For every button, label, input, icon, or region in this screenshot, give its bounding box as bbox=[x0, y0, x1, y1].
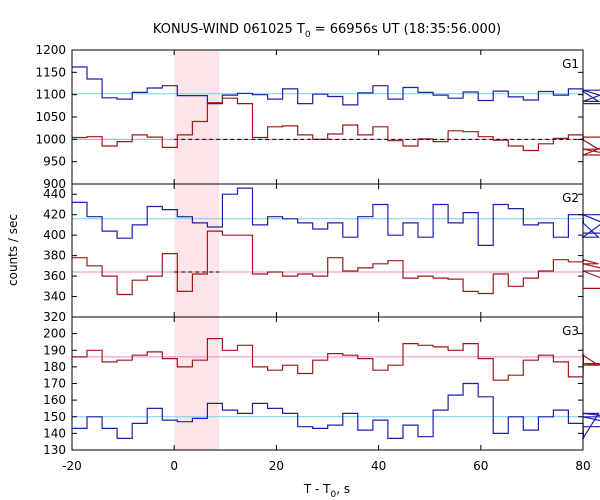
x-tick-label: -20 bbox=[62, 459, 82, 473]
y-tick-label: 400 bbox=[43, 228, 66, 242]
y-tick-label: 140 bbox=[43, 426, 66, 440]
x-tick-label: 20 bbox=[269, 459, 284, 473]
chart-title: KONUS-WIND 061025 T0 = 66956s UT (18:35:… bbox=[153, 22, 501, 40]
y-tick-label: 130 bbox=[43, 443, 66, 457]
panel-g2: 320 340 360 380 400 420 440 G2 bbox=[43, 183, 600, 324]
y-tick-label: 440 bbox=[43, 187, 66, 201]
series-high-g3 bbox=[72, 382, 600, 439]
y-tick-label: 900 bbox=[43, 177, 66, 191]
series-low-g2 bbox=[72, 230, 600, 296]
y-tick-label: 950 bbox=[43, 155, 66, 169]
highlight-interval bbox=[174, 50, 220, 450]
series-low-g3 bbox=[72, 338, 600, 381]
y-tick-label: 180 bbox=[43, 360, 66, 374]
y-tick-label: 340 bbox=[43, 290, 66, 304]
y-axis-label: counts / sec bbox=[6, 214, 20, 286]
y-tick-label: 170 bbox=[43, 377, 66, 391]
series-high-g1 bbox=[72, 66, 600, 106]
y-tick-label: 380 bbox=[43, 249, 66, 263]
series-high-g2 bbox=[72, 187, 600, 246]
x-tick-label: 40 bbox=[371, 459, 386, 473]
y-tick-label: 320 bbox=[43, 310, 66, 324]
panel-label: G2 bbox=[562, 191, 579, 205]
y-tick-label: 1100 bbox=[35, 88, 66, 102]
y-tick-label: 160 bbox=[43, 393, 66, 407]
x-tick-label: 0 bbox=[170, 459, 178, 473]
y-tick-label: 420 bbox=[43, 208, 66, 222]
y-tick-label: 200 bbox=[43, 327, 66, 341]
panel-g1: 900 950 1000 1050 1100 1150 1200 G1 bbox=[35, 43, 600, 191]
y-tick-label: 1050 bbox=[35, 110, 66, 124]
plot-panels: 900 950 1000 1050 1100 1150 1200 G1 320 340 360 380… bbox=[35, 43, 600, 473]
panel-label: G1 bbox=[562, 57, 579, 71]
y-tick-label: 190 bbox=[43, 343, 66, 357]
y-tick-label: 1000 bbox=[35, 132, 66, 146]
panel-label: G3 bbox=[562, 324, 579, 338]
y-tick-label: 1200 bbox=[35, 43, 66, 57]
panel-frame bbox=[71, 49, 584, 185]
x-tick-label: 80 bbox=[575, 459, 590, 473]
y-tick-label: 150 bbox=[43, 410, 66, 424]
series-low-g1 bbox=[72, 97, 600, 156]
y-tick-label: 360 bbox=[43, 269, 66, 283]
panel-g3: 130 140 150 160 170 180 190 200 G3 bbox=[43, 316, 600, 457]
panel-frame bbox=[71, 316, 584, 451]
y-tick-label: 1150 bbox=[35, 65, 66, 79]
x-tick-label: 60 bbox=[473, 459, 488, 473]
x-axis-label: T - T0, s bbox=[303, 482, 350, 500]
